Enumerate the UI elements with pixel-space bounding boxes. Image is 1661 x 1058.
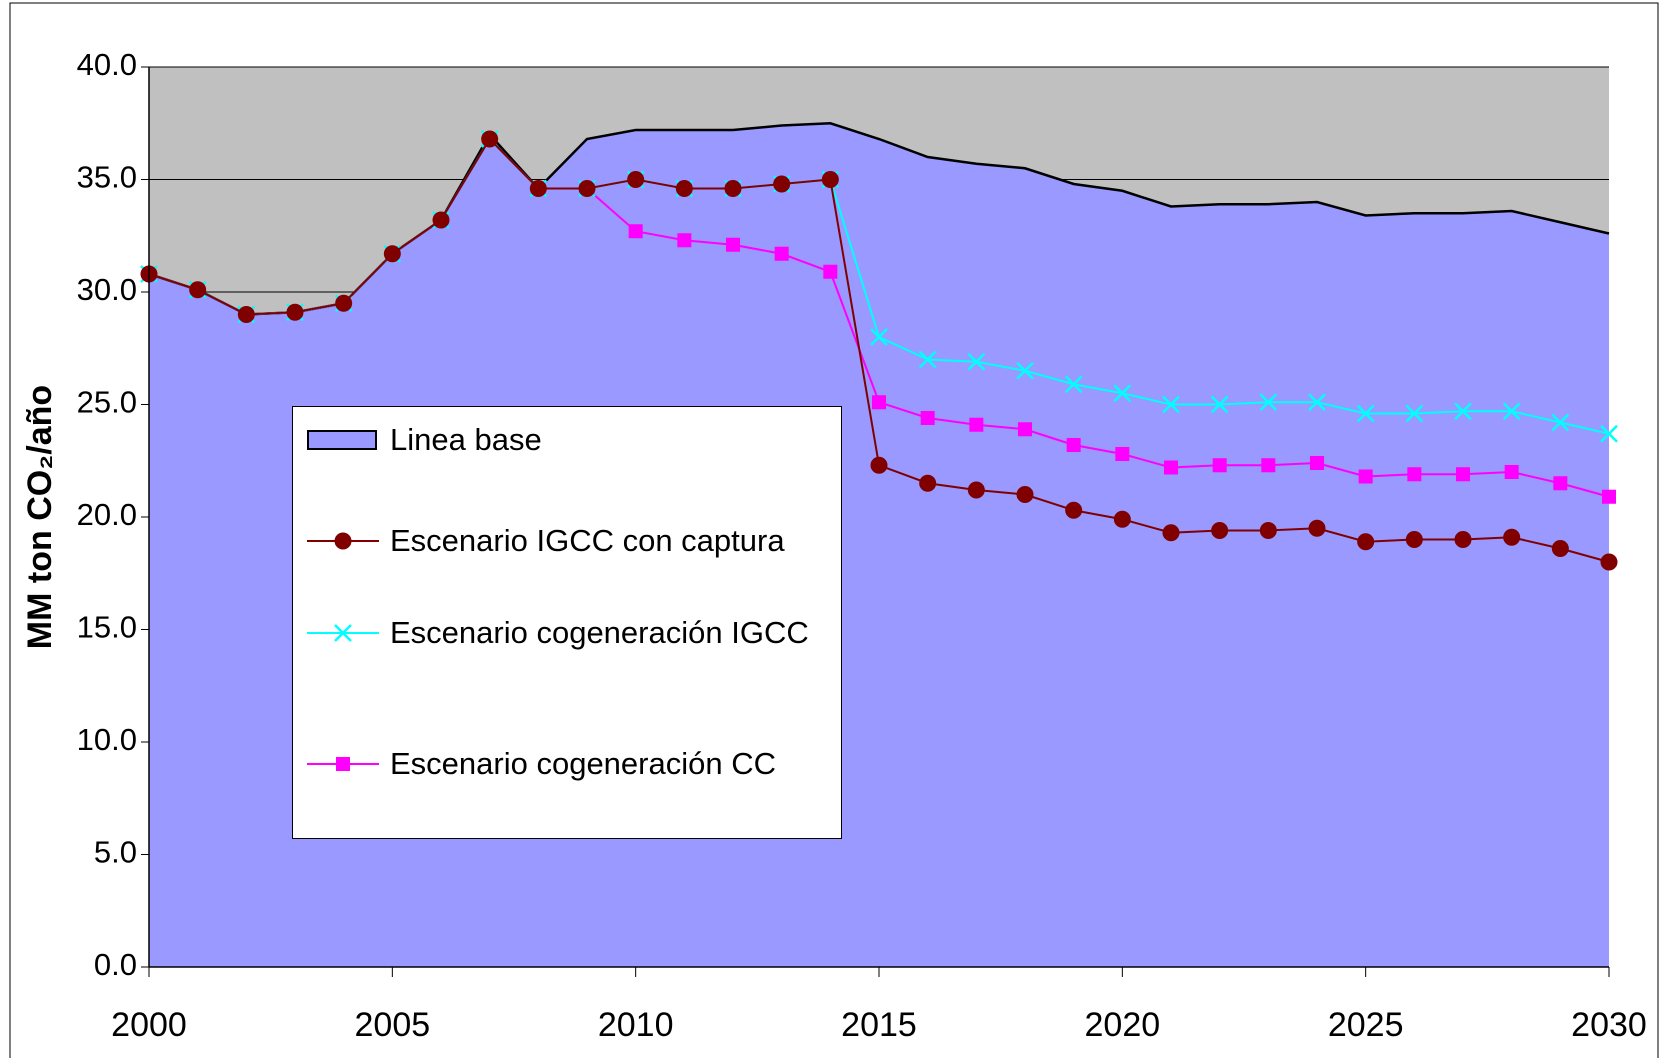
marker (1308, 393, 1326, 412)
marker (1407, 467, 1422, 482)
marker (237, 306, 255, 323)
marker (724, 180, 742, 197)
marker (823, 264, 838, 279)
marker (1115, 447, 1130, 461)
y-tick-label: 20.0 (77, 497, 137, 532)
marker (920, 411, 935, 425)
marker (774, 246, 789, 261)
x-tick-label: 2005 (355, 1006, 431, 1044)
marker (334, 624, 352, 642)
marker (1553, 476, 1568, 491)
marker (1164, 460, 1178, 475)
y-tick-label: 10.0 (77, 722, 137, 757)
x-tick-label: 2025 (1328, 1006, 1404, 1044)
marker (1454, 531, 1472, 548)
marker (1551, 413, 1570, 432)
marker (1064, 375, 1083, 394)
y-tick-label: 5.0 (94, 835, 137, 870)
legend-label: Escenario IGCC con captura (390, 523, 785, 558)
marker (967, 352, 986, 371)
frame (9, 2, 1659, 1058)
marker (1358, 469, 1373, 484)
marker (1310, 456, 1324, 470)
marker (872, 395, 886, 410)
marker (1503, 528, 1521, 546)
marker (1357, 533, 1375, 551)
marker (967, 481, 985, 499)
marker (1454, 402, 1472, 421)
marker (334, 532, 352, 550)
marker (1600, 553, 1618, 571)
y-axis-label: MM ton CO₂/año (21, 385, 59, 649)
x-tick-label: 2015 (841, 1006, 917, 1044)
legend-symbol (307, 624, 379, 642)
marker (432, 211, 450, 229)
marker (773, 175, 791, 193)
marker (627, 171, 645, 188)
legend-label: Linea base (390, 422, 542, 457)
legend-label: Escenario cogeneración IGCC (390, 615, 809, 650)
marker (1259, 522, 1277, 539)
marker (1113, 510, 1131, 528)
marker (870, 328, 888, 346)
marker (1259, 393, 1278, 412)
legend-symbol (307, 430, 377, 450)
marker (1504, 465, 1519, 479)
legend-label: Escenario cogeneración CC (390, 746, 776, 781)
marker (918, 350, 937, 369)
marker (1066, 438, 1081, 452)
marker (1405, 404, 1424, 423)
y-tick-label: 30.0 (77, 272, 137, 307)
marker (1551, 540, 1569, 557)
marker (1162, 524, 1180, 542)
marker (481, 130, 499, 148)
marker (821, 171, 839, 188)
x-tick-label: 2010 (598, 1006, 674, 1044)
y-tick-label: 0.0 (94, 947, 137, 982)
marker (336, 757, 350, 771)
marker (919, 474, 937, 492)
y-tick-label: 25.0 (77, 385, 137, 420)
marker (677, 233, 692, 248)
marker (1456, 467, 1470, 482)
x-tick-label: 2030 (1571, 1006, 1647, 1044)
marker (628, 224, 643, 239)
y-tick-label: 15.0 (77, 610, 137, 645)
marker (1065, 501, 1083, 519)
marker (529, 180, 547, 197)
marker (1211, 522, 1229, 539)
marker (1261, 458, 1276, 473)
legend-symbol (307, 532, 379, 550)
marker (1018, 422, 1032, 437)
marker (1308, 519, 1326, 537)
legend-symbol (307, 757, 379, 771)
marker (870, 456, 888, 474)
marker (1210, 395, 1229, 414)
marker (1405, 531, 1423, 548)
marker (1162, 395, 1180, 414)
marker (335, 294, 353, 312)
marker (1016, 361, 1034, 380)
legend-swatch (307, 430, 377, 450)
y-tick-label: 35.0 (77, 160, 137, 195)
marker (578, 180, 596, 197)
x-tick-label: 2020 (1085, 1006, 1161, 1044)
marker (189, 281, 207, 299)
marker (969, 417, 984, 432)
marker (1600, 424, 1618, 443)
y-tick-label: 40.0 (77, 47, 137, 82)
marker (1602, 489, 1616, 504)
marker (1502, 402, 1521, 421)
marker (383, 245, 401, 263)
marker (1212, 458, 1227, 473)
marker (726, 237, 740, 252)
marker (675, 180, 693, 197)
x-tick-label: 2000 (111, 1006, 187, 1044)
legend: Linea base Escenario IGCC con captura Esce… (292, 406, 842, 839)
marker (1356, 404, 1375, 423)
marker (1016, 486, 1034, 503)
marker (1113, 384, 1132, 403)
marker (286, 303, 304, 321)
